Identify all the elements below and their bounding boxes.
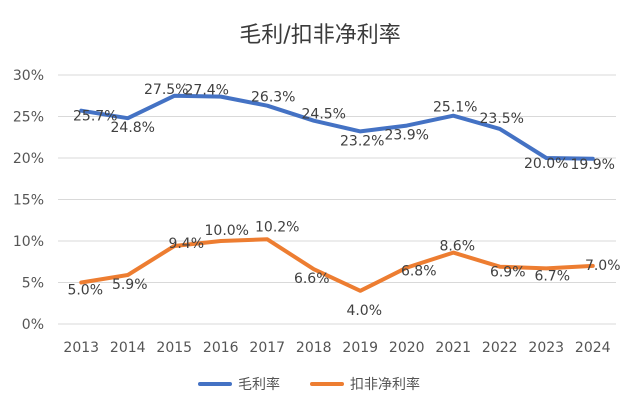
x-tick-label: 2020 [389,340,425,356]
data-label: 10.2% [255,219,299,235]
series-line-2 [79,237,595,293]
data-label: 23.5% [480,111,524,127]
data-label: 25.7% [73,109,117,125]
data-label: 23.9% [385,128,429,144]
y-tick-label: 5% [22,276,44,292]
x-tick-label: 2014 [110,340,146,356]
x-tick-label: 2018 [296,340,332,356]
data-label: 20.0% [524,156,568,172]
data-label: 19.9% [571,157,615,173]
gridlines [58,74,616,325]
legend: 毛利率 扣非净利率 [198,376,420,393]
data-label: 23.2% [340,133,384,149]
x-tick-label: 2024 [575,340,611,356]
x-tick-label: 2022 [482,340,518,356]
data-label: 10.0% [205,223,249,239]
chart-title: 毛利/扣非净利率 [239,23,400,48]
data-label: 4.0% [346,303,382,319]
x-tick-label: 2019 [342,340,378,356]
series-line-1 [79,93,595,161]
y-tick-label: 30% [13,68,44,84]
x-axis-ticks: 2013 2014 2015 2016 2017 2018 2019 2020 2021 2022… [63,340,610,356]
data-label: 26.3% [251,90,295,106]
data-label: 25.1% [433,100,477,116]
data-label: 6.6% [294,271,330,287]
data-label: 8.6% [439,239,475,255]
data-label: 6.7% [534,268,570,284]
x-tick-label: 2017 [249,340,285,356]
data-label: 24.5% [302,107,346,123]
x-tick-label: 2023 [528,340,564,356]
data-label: 6.9% [490,265,526,281]
y-tick-label: 0% [22,317,44,333]
legend-label: 毛利率 [238,376,280,393]
data-label: 27.4% [185,83,229,99]
series-lines [79,93,595,293]
data-label: 5.9% [112,277,148,293]
y-axis-ticks: 0% 5% 10% 15% 20% 25% 30% [13,68,44,333]
x-tick-label: 2021 [435,340,471,356]
y-tick-label: 15% [13,193,44,209]
x-tick-label: 2015 [156,340,192,356]
y-tick-label: 20% [13,151,44,167]
data-label: 6.8% [401,264,437,280]
y-tick-label: 25% [13,110,44,126]
data-label: 27.5% [144,82,188,98]
legend-label: 扣非净利率 [350,376,420,393]
data-label: 24.8% [111,120,155,136]
data-label: 7.0% [585,258,621,274]
x-tick-label: 2016 [203,340,239,356]
data-label: 5.0% [67,283,103,299]
x-tick-label: 2013 [63,340,99,356]
y-tick-label: 10% [13,234,44,250]
data-labels: 25.7%24.8% 27.5%27.4% 26.3% 24.5% 23.2% 23.9%… [67,82,620,319]
data-label: 9.4% [168,236,204,252]
